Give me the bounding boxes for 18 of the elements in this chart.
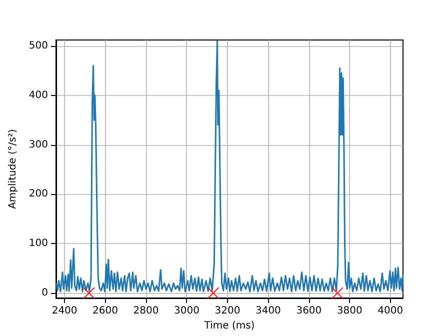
x-tick-label: 4000 xyxy=(378,306,404,316)
y-axis-title: Amplitude (°/s²) xyxy=(8,129,19,209)
x-tick-label: 3200 xyxy=(214,306,240,316)
line-series xyxy=(56,40,404,292)
y-tick-label: 0 xyxy=(42,288,48,299)
x-tick-label: 3800 xyxy=(336,306,362,316)
x-tick-label: 3000 xyxy=(174,306,200,316)
y-tick-label: 100 xyxy=(28,238,48,250)
y-tick-label: 300 xyxy=(28,139,48,150)
x-tick-label: 2800 xyxy=(133,306,159,316)
y-tick-label: 200 xyxy=(28,188,48,200)
x-tick-label: 3400 xyxy=(255,306,281,316)
y-tick-label: 400 xyxy=(28,90,48,101)
x-tick-label: 2400 xyxy=(52,306,78,316)
x-axis-title: Time (ms) xyxy=(203,320,255,332)
y-tick-label: 500 xyxy=(28,40,48,52)
x-tick-label: 3600 xyxy=(296,306,322,316)
x-tick-label: 2600 xyxy=(92,306,118,316)
